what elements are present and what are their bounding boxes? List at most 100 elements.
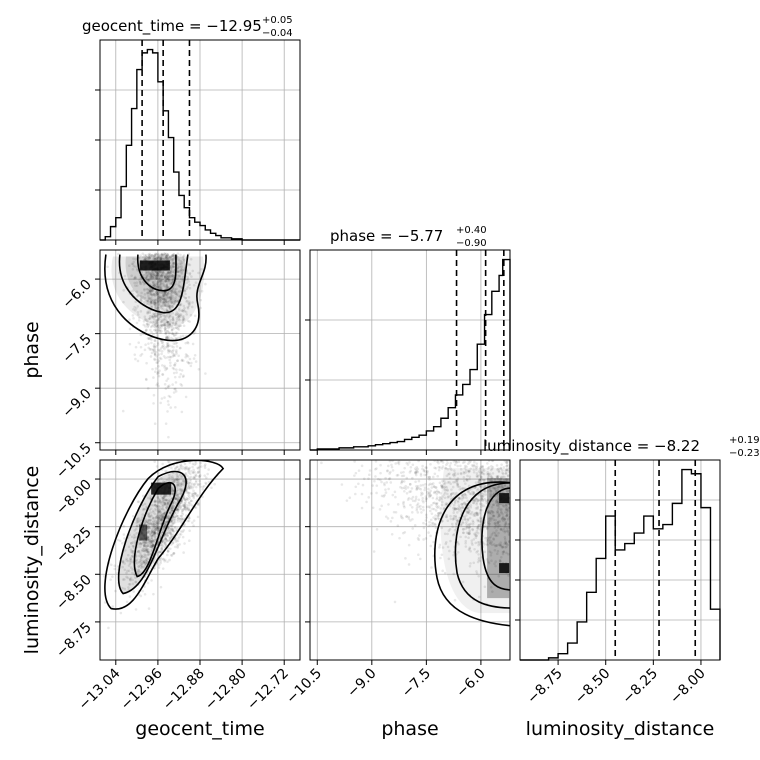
scatter-point (172, 353, 176, 356)
scatter-point (421, 496, 425, 500)
scatter-point (419, 484, 423, 487)
scatter-point (176, 266, 180, 270)
scatter-point (469, 460, 472, 463)
scatter-point (502, 529, 505, 533)
scatter-point (501, 545, 505, 549)
scatter-point (422, 521, 425, 525)
scatter-point (188, 320, 191, 323)
scatter-point (354, 492, 357, 496)
scatter-point (475, 466, 478, 469)
scatter-point (148, 316, 152, 320)
scatter-point (441, 465, 445, 468)
scatter-point (171, 311, 175, 315)
scatter-point (157, 374, 161, 378)
scatter-point (176, 483, 180, 487)
scatter-point (138, 518, 142, 522)
scatter-point (169, 293, 173, 296)
scatter-point (172, 504, 175, 508)
scatter-point (443, 481, 447, 485)
scatter-point (492, 531, 495, 535)
scatter-point (499, 477, 502, 481)
scatter-point (163, 329, 167, 332)
scatter-point (479, 502, 482, 506)
scatter-point (473, 514, 477, 518)
scatter-point (160, 326, 163, 329)
scatter-point (479, 527, 482, 531)
scatter-point (156, 292, 160, 295)
scatter-point (144, 270, 148, 273)
scatter-point (160, 252, 164, 256)
scatter-point (167, 331, 171, 335)
scatter-point (140, 556, 143, 559)
scatter-point (478, 468, 482, 471)
scatter-point (434, 486, 437, 489)
scatter-point (149, 518, 153, 522)
scatter-point (165, 320, 169, 324)
scatter-point (178, 467, 181, 471)
scatter-point (168, 279, 171, 282)
scatter-point (154, 350, 158, 354)
scatter-point (166, 549, 170, 553)
scatter-point (173, 515, 176, 519)
scatter-point (171, 321, 175, 325)
scatter-point (166, 278, 170, 281)
scatter-point (159, 513, 162, 517)
scatter-point (150, 528, 154, 531)
scatter-point (400, 480, 404, 484)
scatter-point (143, 296, 147, 300)
scatter-point (178, 346, 182, 350)
scatter-point (410, 505, 414, 509)
scatter-point (162, 300, 165, 304)
scatter-point (374, 467, 377, 471)
scatter-point (170, 509, 174, 513)
scatter-point (163, 274, 166, 277)
scatter-point (153, 353, 157, 356)
scatter-point (155, 291, 158, 294)
scatter-point (131, 262, 135, 266)
scatter-point (459, 535, 462, 539)
scatter-point (158, 291, 162, 295)
scatter-point (176, 516, 180, 520)
scatter-point (507, 489, 510, 493)
scatter-point (174, 320, 178, 324)
title-phase-sub: −0.90 (456, 238, 487, 249)
scatter-point (162, 298, 166, 301)
scatter-point (157, 507, 160, 511)
scatter-point (176, 474, 179, 478)
scatter-point (147, 278, 151, 282)
scatter-point (139, 594, 143, 598)
scatter-point (182, 255, 185, 258)
scatter-point (443, 488, 446, 491)
scatter-point (153, 293, 156, 296)
scatter-point (165, 366, 168, 370)
scatter-point (174, 333, 178, 336)
scatter-point (146, 320, 149, 323)
scatter-point (177, 314, 181, 318)
scatter-point (158, 515, 161, 519)
scatter-point (390, 532, 394, 536)
scatter-point (148, 317, 152, 320)
scatter-point (171, 528, 175, 531)
scatter-point (143, 541, 147, 545)
scatter-point (194, 479, 198, 483)
scatter-point (163, 366, 166, 369)
scatter-point (480, 496, 484, 500)
scatter-point (163, 276, 167, 279)
scatter-point (203, 464, 207, 468)
scatter-point (436, 516, 440, 520)
scatter-point (193, 331, 197, 334)
scatter-point (182, 374, 185, 378)
scatter-point (163, 275, 167, 279)
scatter-point (147, 288, 151, 292)
scatter-point (143, 592, 147, 596)
scatter-point (367, 473, 371, 477)
scatter-point (150, 324, 154, 328)
scatter-point (128, 318, 131, 321)
y-tick-label: −7.5 (59, 331, 94, 366)
scatter-point (174, 326, 178, 329)
scatter-point (490, 516, 494, 520)
scatter-point (175, 489, 179, 493)
scatter-point (210, 486, 213, 490)
scatter-point (137, 543, 141, 546)
scatter-point (163, 502, 167, 506)
